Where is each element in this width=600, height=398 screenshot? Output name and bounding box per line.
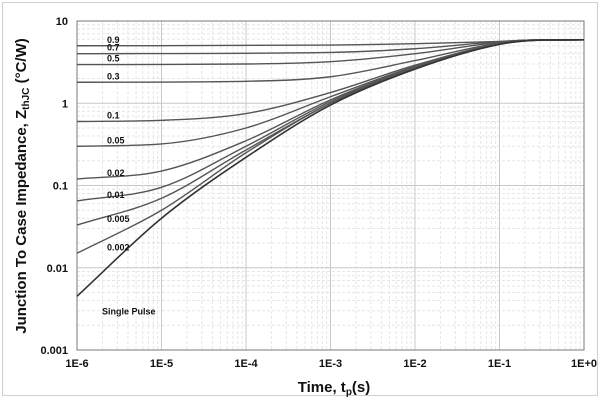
curve-label-layer: 0.90.70.5 0.3 0.1 0.05 0.02 0.01 0.005 0.002 Sin… [102,35,156,317]
series-line-single-pulse [76,39,585,297]
curve-label-0_01: 0.01 [107,190,125,200]
y-tick-label: 0.1 [53,181,68,193]
curve-label-0_002: 0.002 [107,242,130,252]
curve-label-0_9: 0.9 [107,35,120,45]
plot-area [76,20,585,351]
y-tick-label: 1 [62,98,68,110]
x-tick-label: 1E-6 [65,358,88,370]
y-tick-label: 10 [56,16,68,28]
curve-label-single-pulse: Single Pulse [102,306,156,316]
y-axis-title: Junction To Case Impedance, ZthJC (°C/W) [13,38,32,334]
x-axis-title: Time, tp(s) [298,379,371,398]
x-tick-label: 1E-5 [150,358,173,370]
curve-label-0_5: 0.5 [107,54,120,64]
curve-label-0_3: 0.3 [107,71,120,81]
grid-layer [77,21,584,350]
y-tick-label: 0.01 [47,263,68,275]
curve-label-0_1: 0.1 [107,110,120,120]
x-tick-labels: 1E-6 1E-5 1E-4 1E-3 1E-2 1E-1 1E+0 [65,358,597,370]
curve-label-0_005: 0.005 [107,214,130,224]
curve-label-0_05: 0.05 [107,135,125,145]
curve-label-0_02: 0.02 [107,168,125,178]
series-layer [76,39,585,297]
x-tick-label: 1E-2 [403,358,426,370]
y-tick-labels: 0.001 0.01 0.1 1 10 [40,16,68,357]
x-tick-label: 1E-3 [319,358,342,370]
curve-label-0_7: 0.7 [107,43,120,53]
x-tick-label: 1E-1 [488,358,511,370]
y-tick-label: 0.001 [40,345,68,357]
x-tick-label: 1E-4 [234,358,258,370]
x-tick-label: 1E+0 [571,358,597,370]
